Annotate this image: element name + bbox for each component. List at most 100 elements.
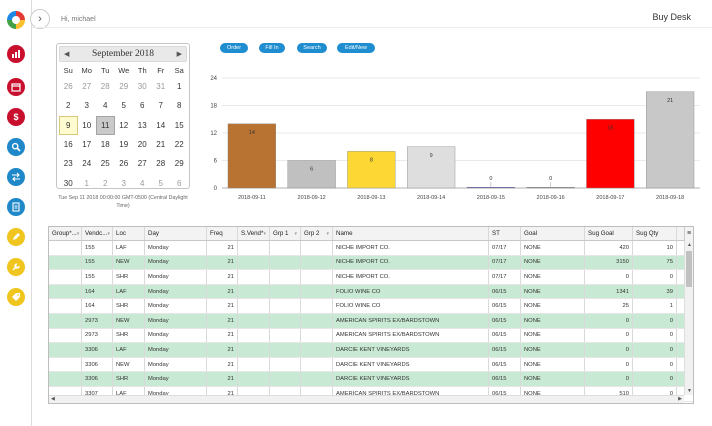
table-row[interactable]: 155 SHR Monday 21 NICHE IMPORT CO. 07/17 NONE 0…: [49, 270, 693, 285]
calendar-day[interactable]: 14: [156, 120, 166, 130]
calendar-day[interactable]: 4: [140, 178, 145, 188]
column-header[interactable]: ST: [489, 227, 521, 240]
column-header[interactable]: Grp 1 ▾: [270, 227, 301, 240]
calendar-day[interactable]: 11: [96, 115, 115, 135]
calendar-day[interactable]: 18: [100, 140, 110, 150]
expand-sidebar-button[interactable]: ›: [30, 9, 50, 29]
column-header[interactable]: Goal: [521, 227, 585, 240]
calendar-day[interactable]: 28: [156, 159, 166, 169]
table-row[interactable]: 2973 NEW Monday 21 AMERICAN SPIRITS EX/BARDS…: [49, 313, 693, 329]
calendar-day[interactable]: 26: [119, 159, 129, 169]
column-header[interactable]: S.Vend* ▾: [238, 227, 270, 240]
calendar-icon[interactable]: [7, 78, 25, 96]
calendar-day[interactable]: 3: [121, 178, 126, 188]
column-filter-icon[interactable]: ▾: [294, 230, 297, 237]
table-cell: 06/15: [489, 386, 521, 401]
bar-chart-icon[interactable]: [7, 45, 25, 63]
calendar-day[interactable]: 16: [63, 140, 73, 150]
next-month-button[interactable]: ▶: [176, 51, 182, 58]
column-header[interactable]: Day: [145, 227, 207, 240]
calendar-day[interactable]: 28: [100, 82, 110, 92]
calendar-day[interactable]: 5: [158, 178, 163, 188]
column-filter-icon[interactable]: ▾: [263, 230, 266, 237]
pencil-icon[interactable]: [7, 228, 25, 246]
column-filter-icon[interactable]: ▾: [76, 230, 80, 237]
horizontal-scrollbar[interactable]: ◀ ▶: [49, 395, 684, 403]
calendar-day[interactable]: 29: [174, 159, 184, 169]
column-header[interactable]: Vendc... ▾: [82, 227, 113, 240]
table-cell: 0: [633, 343, 677, 357]
calendar-day[interactable]: 30: [63, 178, 73, 188]
table-row[interactable]: 155 NEW Monday 21 NICHE IMPORT CO. 07/17 NONE 3…: [49, 255, 693, 271]
calendar-day[interactable]: 10: [82, 120, 92, 130]
calendar-day[interactable]: 26: [63, 82, 73, 92]
document-icon[interactable]: [7, 198, 25, 216]
calendar-day[interactable]: 17: [82, 140, 92, 150]
vertical-scrollbar[interactable]: ▲ ▼: [684, 241, 693, 395]
bar: [586, 119, 635, 189]
calendar-day[interactable]: 29: [119, 82, 129, 92]
scrollbar-thumb[interactable]: [686, 251, 692, 287]
table-row[interactable]: 164 LAF Monday 21 FOLIO WINE CO 06/15 NONE 1341…: [49, 284, 693, 300]
scroll-right-arrow[interactable]: ▶: [678, 396, 682, 402]
calendar-day[interactable]: 3: [84, 101, 89, 111]
edit-new-button[interactable]: Edit/New: [337, 43, 375, 53]
calendar-day[interactable]: 1: [84, 178, 89, 188]
vendor-grid[interactable]: Group*... ▾ Vendc... ▾ Loc Day Freq S.Vend* ▾ Grp…: [48, 226, 694, 404]
transfer-icon[interactable]: [7, 168, 25, 186]
fill-in-button[interactable]: Fill In: [259, 43, 285, 53]
column-header[interactable]: Sug Qty: [633, 227, 677, 240]
table-row[interactable]: 3306 NEW Monday 21 DARCIE KENT VINEYARDS 06/1…: [49, 357, 693, 373]
column-filter-icon[interactable]: ▾: [107, 230, 110, 237]
search-icon[interactable]: [7, 138, 25, 156]
search-button[interactable]: Search: [297, 43, 327, 53]
calendar-day[interactable]: 6: [177, 178, 182, 188]
table-row[interactable]: 2973 SHR Monday 21 AMERICAN SPIRITS EX/BARDS…: [49, 328, 693, 344]
calendar-day[interactable]: 24: [82, 159, 92, 169]
calendar-day[interactable]: 12: [119, 120, 129, 130]
calendar-day[interactable]: 4: [103, 101, 108, 111]
table-row[interactable]: 155 LAF Monday 21 NICHE IMPORT CO. 07/17 NONE 4…: [49, 241, 693, 256]
column-header[interactable]: Name: [333, 227, 489, 240]
tag-icon[interactable]: [7, 288, 25, 306]
table-row[interactable]: 3306 SHR Monday 21 DARCIE KENT VINEYARDS 06/1…: [49, 372, 693, 387]
calendar-day[interactable]: 30: [137, 82, 147, 92]
date-picker[interactable]: ◀ September 2018 ▶ Su Mo Tu We Th Fr Sa 26 27 28 2…: [56, 43, 190, 189]
calendar-day[interactable]: 2: [103, 178, 108, 188]
calendar-day[interactable]: 9: [59, 115, 78, 135]
calendar-day[interactable]: 22: [174, 140, 184, 150]
order-button[interactable]: Order: [220, 43, 248, 53]
scroll-down-arrow[interactable]: ▼: [687, 388, 692, 394]
column-filter-icon[interactable]: ▾: [326, 230, 329, 237]
calendar-day[interactable]: 7: [158, 101, 163, 111]
dollar-icon[interactable]: $: [7, 108, 25, 126]
column-menu-button[interactable]: ≡: [684, 227, 693, 241]
scroll-left-arrow[interactable]: ◀: [51, 396, 55, 402]
column-header[interactable]: Grp 2 ▾: [301, 227, 333, 240]
calendar-day[interactable]: 19: [119, 140, 129, 150]
wrench-icon[interactable]: [7, 258, 25, 276]
calendar-day[interactable]: 23: [63, 159, 73, 169]
calendar-day[interactable]: 1: [177, 82, 182, 92]
calendar-day[interactable]: 27: [82, 82, 92, 92]
column-header[interactable]: Sug Goal: [585, 227, 633, 240]
calendar-day[interactable]: 20: [137, 140, 147, 150]
calendar-day[interactable]: 15: [174, 120, 184, 130]
calendar-day[interactable]: 27: [137, 159, 147, 169]
table-row[interactable]: 3306 LAF Monday 21 DARCIE KENT VINEYARDS 06/1…: [49, 343, 693, 358]
calendar-day[interactable]: 6: [140, 101, 145, 111]
table-row[interactable]: 164 SHR Monday 21 FOLIO WINE CO 06/15 NONE 25 1: [49, 299, 693, 314]
calendar-day[interactable]: 2: [66, 101, 71, 111]
calendar-day[interactable]: 25: [100, 159, 110, 169]
calendar-day[interactable]: 13: [137, 120, 147, 130]
calendar-day[interactable]: 8: [177, 101, 182, 111]
column-header[interactable]: Loc: [113, 227, 145, 240]
scroll-up-arrow[interactable]: ▲: [687, 242, 692, 248]
calendar-day[interactable]: 21: [156, 140, 166, 150]
column-header[interactable]: Group*... ▾: [49, 227, 82, 240]
prev-month-button[interactable]: ◀: [64, 51, 70, 58]
table-cell: SHR: [113, 372, 145, 386]
calendar-day[interactable]: 5: [121, 101, 126, 111]
calendar-day[interactable]: 31: [156, 82, 166, 92]
column-header[interactable]: Freq: [207, 227, 238, 240]
